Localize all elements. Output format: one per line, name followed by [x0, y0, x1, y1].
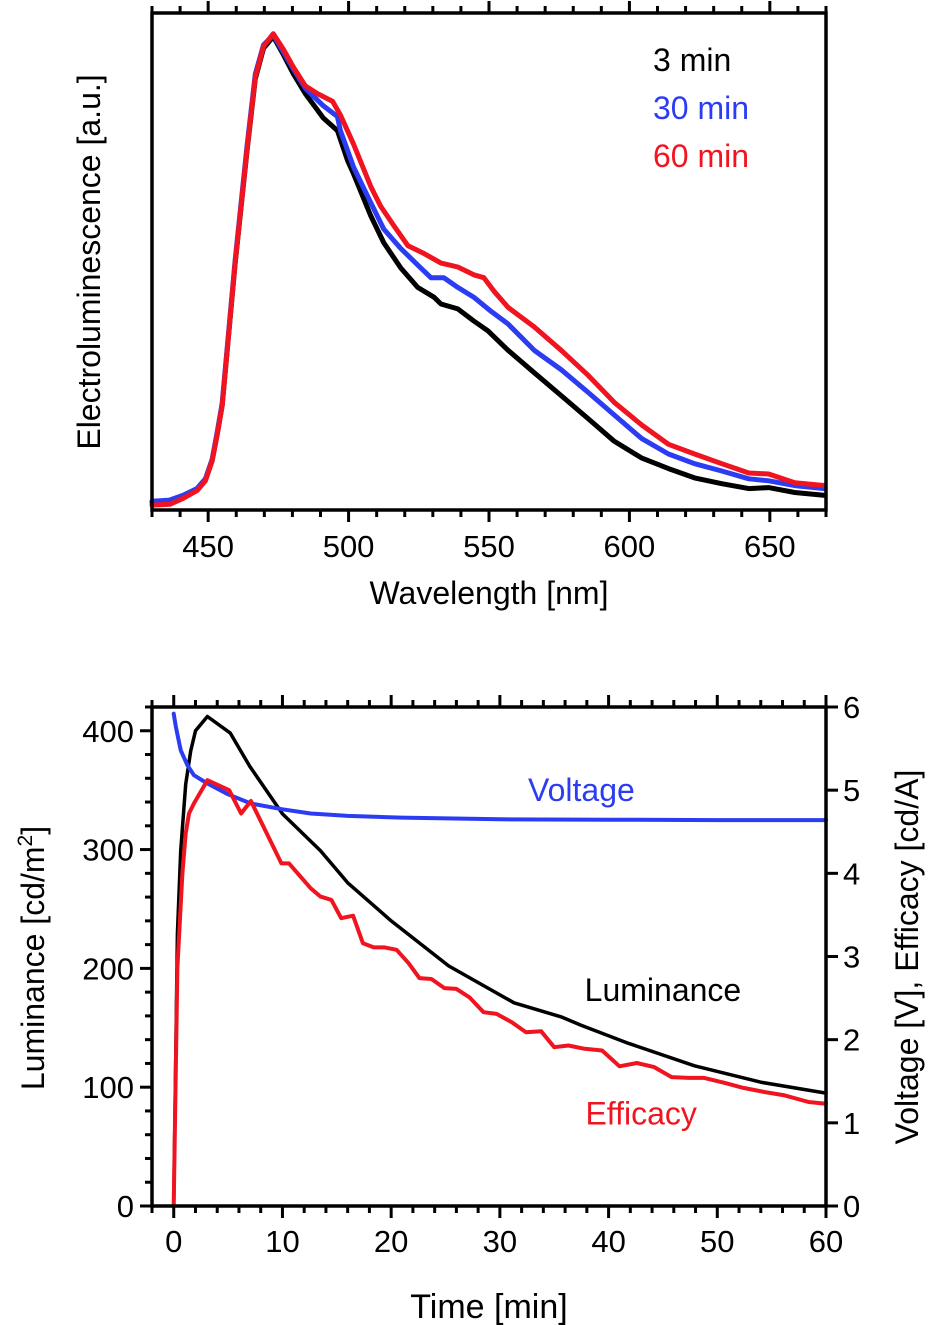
- annotation-efficacy: Efficacy: [585, 1095, 696, 1131]
- y-tick-label-left: 0: [117, 1189, 134, 1224]
- x-tick-label: 40: [591, 1224, 625, 1259]
- spectrum-line-60-min: [149, 31, 828, 508]
- spectra-ticks: [150, 1, 828, 522]
- x-tick-label: 500: [323, 529, 375, 564]
- x-tick-label: 10: [265, 1224, 299, 1259]
- x-tick-label: 450: [182, 529, 234, 564]
- y-tick-label-left: 300: [82, 833, 134, 868]
- y2-tick-label-right: 1: [843, 1106, 860, 1141]
- legend-item-3min: 3 min: [653, 42, 731, 78]
- luminance-label-suffix: ]: [15, 826, 51, 835]
- spectra-legend: 3 min 30 min 60 min: [653, 42, 749, 174]
- series-line-voltage: [171, 711, 828, 823]
- series-line-efficacy: [171, 778, 828, 1208]
- series-annotations: Voltage Luminance Efficacy: [528, 772, 741, 1131]
- x-tick-label: 30: [483, 1224, 517, 1259]
- x-tick-label: 600: [604, 529, 656, 564]
- y-tick-label-left: 400: [82, 714, 134, 749]
- x-tick-label: 50: [700, 1224, 734, 1259]
- x-tick-label: 650: [744, 529, 796, 564]
- series-line-luminance: [171, 714, 828, 1208]
- legend-item-30min: 30 min: [653, 90, 749, 126]
- x-tick-label: 0: [165, 1224, 182, 1259]
- x-tick-label: 550: [463, 529, 515, 564]
- spectra-x-tick-labels: 450 500 550 600 650: [182, 529, 795, 564]
- spectra-y-axis-title: Electroluminescence [a.u.]: [71, 74, 107, 449]
- luminance-label-main: Luminance [cd/m: [15, 846, 51, 1090]
- x-tick-label: 20: [374, 1224, 408, 1259]
- time-x-axis-title: Time [min]: [410, 1288, 567, 1325]
- annotation-voltage: Voltage: [528, 772, 635, 808]
- time-plot-frame: [150, 705, 828, 1208]
- time-series-group: [171, 711, 828, 1208]
- spectra-chart: 450 500 550 600 650 Wavelength [nm] Electrol…: [71, 1, 828, 611]
- spectra-series-group: [149, 31, 828, 508]
- annotation-luminance: Luminance: [585, 972, 742, 1008]
- legend-item-60min: 60 min: [653, 138, 749, 174]
- spectra-x-axis-title: Wavelength [nm]: [370, 575, 609, 611]
- y-tick-label-left: 100: [82, 1070, 134, 1105]
- y2-tick-label-right: 2: [843, 1023, 860, 1058]
- y2-tick-label-right: 5: [843, 773, 860, 808]
- y2-tick-label-right: 4: [843, 856, 860, 891]
- y2-tick-label-right: 0: [843, 1189, 860, 1224]
- y-tick-label-left: 200: [82, 951, 134, 986]
- luminance-label-sup: 2: [14, 835, 37, 847]
- y2-tick-label-right: 3: [843, 940, 860, 975]
- luminance-y-axis-title: Luminance [cd/m2]: [14, 826, 51, 1090]
- y2-tick-label-right: 6: [843, 690, 860, 725]
- x-tick-label: 60: [809, 1224, 843, 1259]
- voltage-efficacy-y2-axis-title: Voltage [V], Efficacy [cd/A]: [889, 770, 925, 1145]
- time-ticks: [140, 695, 838, 1218]
